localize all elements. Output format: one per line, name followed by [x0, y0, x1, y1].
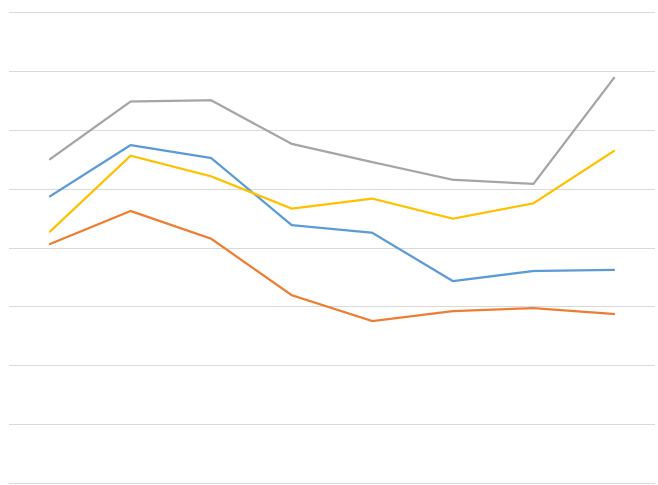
series-line-2 — [48, 209, 616, 323]
series-line-1 — [48, 143, 616, 283]
series-lines — [48, 76, 616, 323]
series-line-4 — [48, 149, 616, 233]
series-line-3 — [48, 76, 616, 186]
gridlines — [9, 12, 655, 484]
